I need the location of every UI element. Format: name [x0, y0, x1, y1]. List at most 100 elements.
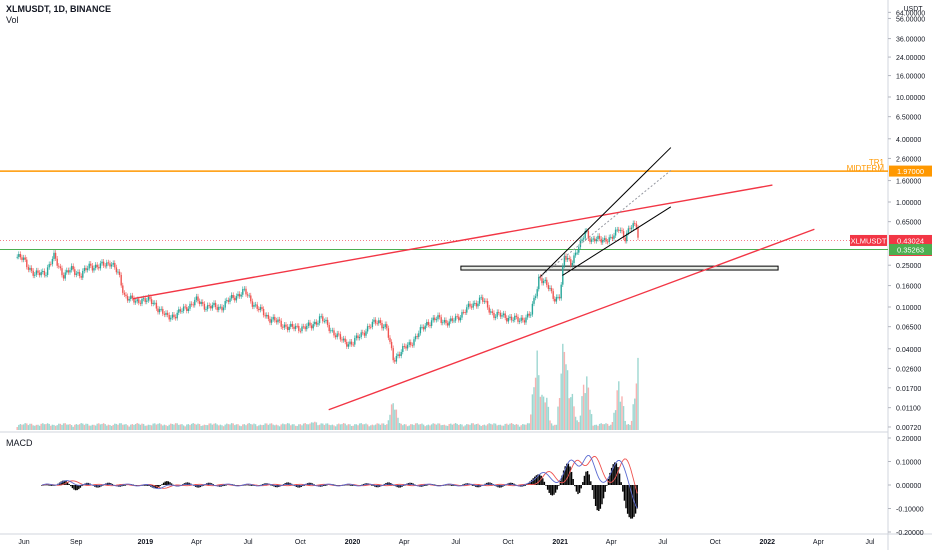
candle-body	[523, 320, 526, 323]
volume-bar	[190, 423, 193, 430]
candle-body	[106, 262, 108, 267]
macd-histogram-bar	[124, 484, 126, 486]
candle-body	[298, 325, 300, 331]
volume-bar	[571, 393, 574, 430]
macd-histogram-bar	[610, 467, 613, 485]
volume-bar	[339, 424, 342, 430]
volume-bar	[378, 423, 380, 430]
volume-bar	[626, 424, 628, 430]
candle-body	[21, 257, 23, 260]
candle-body	[56, 258, 58, 266]
volume-bar	[360, 423, 362, 430]
candle-body	[557, 296, 559, 298]
volume-bar	[102, 423, 105, 430]
macd-histogram-bar	[423, 485, 426, 486]
macd-histogram-bar	[154, 485, 157, 489]
candle-body	[179, 309, 182, 312]
macd-histogram-bar	[551, 485, 554, 496]
volume-bar	[19, 424, 22, 430]
candle-body	[186, 307, 188, 311]
candle-body	[277, 319, 279, 323]
volume-bar	[584, 393, 586, 430]
volume-bar	[195, 424, 198, 430]
candle-body	[496, 311, 498, 317]
volume-bar	[253, 423, 255, 430]
price-tick-label: 10.00000	[896, 95, 925, 102]
candle-body	[59, 266, 62, 269]
time-tick-label: Apr	[813, 539, 825, 546]
volume-bar	[394, 409, 396, 430]
macd-histogram-bar	[262, 484, 264, 485]
candle-body	[133, 298, 135, 303]
volume-bar	[315, 422, 318, 430]
candle-body	[216, 307, 218, 310]
candle-body	[317, 323, 319, 325]
candle-body	[307, 322, 310, 326]
candle-body	[341, 339, 343, 341]
volume-bar	[590, 414, 593, 430]
macd-histogram-bar	[311, 483, 314, 485]
candle-body	[619, 230, 622, 231]
candle-body	[202, 301, 204, 304]
candle-body	[397, 354, 399, 357]
candle-body	[45, 274, 47, 276]
candle-body	[482, 297, 484, 302]
macd-tick-label: 0.20000	[896, 436, 921, 443]
price-tick-label: 0.02600	[896, 366, 921, 373]
macd-histogram-bar	[161, 484, 163, 486]
macd-histogram-bar	[548, 485, 550, 493]
candle-body	[122, 285, 124, 293]
macd-line	[41, 455, 638, 509]
candle-body	[605, 238, 607, 242]
candle-body	[346, 341, 348, 347]
volume-bar	[123, 424, 126, 430]
time-tick-label: Oct	[710, 539, 721, 546]
time-tick-label: Oct	[295, 539, 306, 546]
candle-body	[568, 258, 570, 260]
price-tag-bg	[889, 165, 932, 177]
macd-histogram-bar	[210, 483, 213, 485]
volume-bar	[410, 424, 412, 430]
macd-histogram-bar	[631, 485, 634, 519]
candle-body	[357, 335, 359, 339]
macd-histogram-bar	[513, 483, 515, 485]
macd-histogram-bar	[535, 475, 538, 485]
candle-body	[544, 279, 546, 281]
candle-body	[328, 325, 330, 332]
volume-bar	[107, 424, 110, 430]
volume-bar	[88, 425, 90, 430]
channel-line	[562, 206, 672, 276]
volume-bar	[442, 424, 444, 430]
volume-bar	[600, 423, 602, 430]
candle-body	[66, 270, 68, 273]
candle-body	[123, 292, 126, 295]
candle-body	[171, 314, 174, 318]
volume-bar	[38, 425, 41, 430]
price-tag-bg	[889, 244, 932, 256]
macd-histogram-bar	[594, 485, 597, 506]
time-tick-label: Jun	[18, 539, 29, 546]
candle-body	[413, 339, 415, 346]
candle-body	[374, 319, 377, 324]
volume-bar	[290, 425, 292, 430]
volume-group	[16, 343, 639, 430]
candle-body	[331, 330, 334, 332]
candle-body	[573, 255, 575, 263]
candle-body	[581, 239, 583, 241]
candle-body	[78, 272, 81, 277]
price-tick-label: 36.00000	[896, 37, 925, 44]
candle-body	[547, 285, 550, 289]
candle-body	[173, 314, 175, 318]
macd-histogram-bar	[68, 484, 70, 485]
macd-histogram-bar	[542, 478, 544, 485]
candle-body	[51, 258, 54, 265]
candle-body	[150, 299, 153, 304]
volume-bar	[446, 425, 449, 430]
candle-body	[70, 266, 73, 271]
macd-histogram-bar	[625, 485, 627, 509]
volume-bar	[368, 426, 370, 430]
candle-body	[608, 237, 610, 243]
candle-body	[224, 301, 226, 308]
